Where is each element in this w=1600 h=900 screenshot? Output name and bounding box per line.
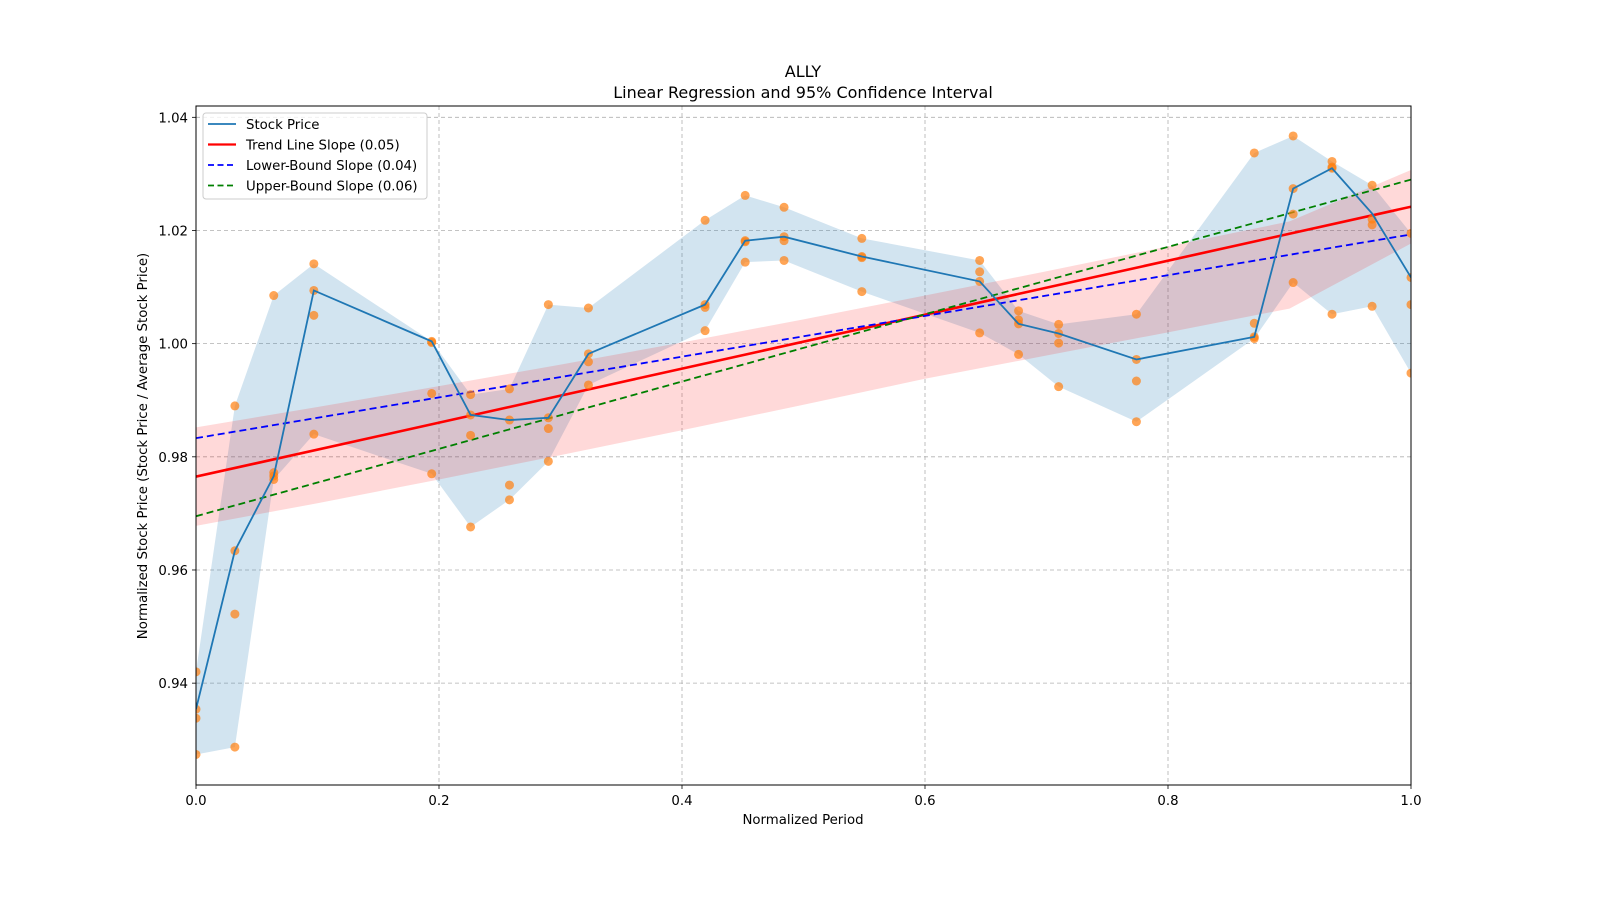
scatter-point (779, 202, 789, 212)
y-tick-label: 1.02 (158, 224, 188, 239)
lower-bound-line (196, 233, 1411, 440)
legend-frame (202, 112, 428, 200)
scatter-point (230, 609, 240, 619)
y-tick-label: 1.00 (158, 338, 188, 353)
scatter-point (309, 310, 319, 320)
scatter-point (1054, 338, 1064, 348)
scatter-point (1406, 300, 1411, 310)
x-tick-label: 0.4 (671, 794, 692, 809)
y-tick-label: 0.98 (158, 451, 188, 466)
scatter-point (543, 300, 553, 310)
scatter-point (1131, 309, 1141, 319)
scatter-point (1406, 368, 1411, 378)
legend-label: Trend Line Slope (0.05) (245, 139, 400, 154)
scatter-point (1327, 309, 1337, 319)
scatter-point (466, 522, 476, 532)
legend-label: Lower-Bound Slope (0.04) (246, 159, 417, 174)
scatter-point (196, 749, 201, 759)
legend-label: Upper-Bound Slope (0.06) (246, 180, 418, 195)
scatter-point (309, 429, 319, 439)
x-tick-label: 0.6 (914, 794, 935, 809)
chart-subtitle: Linear Regression and 95% Confidence Int… (613, 83, 993, 102)
scatter-point (196, 713, 201, 723)
upper-bound-line (196, 178, 1411, 518)
scatter-point (1054, 319, 1064, 329)
x-tick-label: 0.0 (185, 794, 206, 809)
chart-title: ALLY (785, 62, 822, 81)
plot-frame (195, 105, 1412, 786)
scatter-point (700, 326, 710, 336)
x-axis-label: Normalized Period (742, 813, 863, 828)
scatter-point (427, 388, 437, 398)
scatter-point (196, 667, 201, 677)
scatter-point (1367, 180, 1377, 190)
scatter-point (700, 215, 710, 225)
y-tick-label: 1.04 (158, 111, 188, 126)
scatter-point (1288, 209, 1298, 219)
scatter-point (1249, 148, 1259, 158)
range-band-layer (196, 135, 1411, 755)
scatter-point (779, 255, 789, 265)
scatter-point (975, 267, 985, 277)
scatter-point (269, 291, 279, 301)
scatter-point (1131, 417, 1141, 427)
stock-price-line (196, 167, 1411, 710)
x-tick-label: 0.2 (428, 794, 449, 809)
scatter-point (1014, 349, 1024, 359)
scatter-point (466, 430, 476, 440)
scatter-point (975, 328, 985, 338)
scatter-point (543, 424, 553, 434)
x-tick-label: 1.0 (1400, 794, 1421, 809)
scatter-point (857, 233, 867, 243)
scatter-point (504, 495, 514, 505)
y-tick-label: 0.96 (158, 564, 188, 579)
line-layer (196, 167, 1411, 710)
scatter-point (583, 380, 593, 390)
y-axis: 0.94 0.96 0.98 1.00 1.02 1.04 (158, 111, 196, 692)
scatter-point (1367, 301, 1377, 311)
legend: Stock Price Trend Line Slope (0.05) Lower-… (202, 112, 428, 200)
scatter-point (466, 390, 476, 400)
scatter-point (504, 480, 514, 490)
scatter-point (1406, 228, 1411, 238)
x-axis: 0.0 0.2 0.4 0.6 0.8 1.0 (185, 785, 1422, 809)
scatter-point (779, 236, 789, 246)
scatter-point (1054, 382, 1064, 392)
scatter-point (230, 742, 240, 752)
trend-line (196, 205, 1411, 478)
scatter-point (1131, 376, 1141, 386)
scatter-point (740, 257, 750, 267)
scatter-point (1288, 278, 1298, 288)
scatter-point (427, 469, 437, 479)
scatter-point (1288, 131, 1298, 141)
scatter-point (230, 401, 240, 411)
legend-label: Stock Price (246, 118, 319, 133)
scatter-point (975, 255, 985, 265)
scatter-point (309, 259, 319, 269)
y-axis-label: Normalized Stock Price (Stock Price / Av… (136, 253, 151, 639)
x-tick-label: 0.8 (1157, 794, 1178, 809)
scatter-point (1249, 334, 1259, 344)
scatter-point (504, 384, 514, 394)
scatter-point (583, 303, 593, 313)
chart-title-group: ALLY Linear Regression and 95% Confidenc… (613, 62, 993, 102)
scatter-point (1367, 220, 1377, 230)
y-tick-label: 0.94 (158, 677, 188, 692)
scatter-point (1014, 306, 1024, 316)
scatter-point (543, 456, 553, 466)
scatter-point (583, 357, 593, 367)
regression-layer (196, 178, 1411, 518)
price-range-band (196, 135, 1411, 755)
scatter-point (740, 190, 750, 200)
scatter-point (857, 287, 867, 297)
